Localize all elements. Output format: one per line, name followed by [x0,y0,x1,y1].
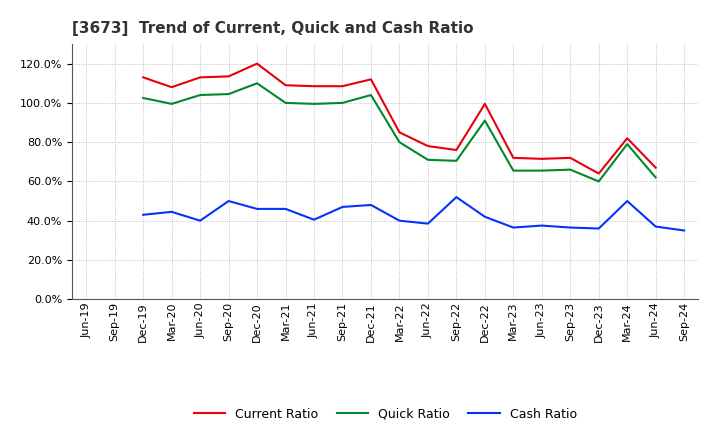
Cash Ratio [680,228,688,233]
Line: Current Ratio: Current Ratio [143,64,656,173]
Current Ratio [139,75,148,80]
Cash Ratio [566,225,575,230]
Current Ratio [310,84,318,89]
Current Ratio [509,155,518,161]
Quick Ratio [423,157,432,162]
Quick Ratio [366,92,375,98]
Current Ratio [338,84,347,89]
Quick Ratio [509,168,518,173]
Current Ratio [395,130,404,135]
Quick Ratio [338,100,347,106]
Cash Ratio [537,223,546,228]
Current Ratio [480,101,489,106]
Cash Ratio [452,194,461,200]
Quick Ratio [452,158,461,163]
Current Ratio [167,84,176,90]
Cash Ratio [167,209,176,214]
Cash Ratio [480,214,489,220]
Quick Ratio [253,81,261,86]
Current Ratio [623,136,631,141]
Current Ratio [366,77,375,82]
Current Ratio [282,83,290,88]
Cash Ratio [253,206,261,212]
Quick Ratio [537,168,546,173]
Cash Ratio [395,218,404,224]
Current Ratio [196,75,204,80]
Quick Ratio [139,95,148,101]
Current Ratio [566,155,575,161]
Cash Ratio [196,218,204,224]
Cash Ratio [282,206,290,212]
Legend: Current Ratio, Quick Ratio, Cash Ratio: Current Ratio, Quick Ratio, Cash Ratio [189,403,582,425]
Quick Ratio [225,92,233,97]
Quick Ratio [310,101,318,106]
Current Ratio [423,143,432,149]
Cash Ratio [225,198,233,204]
Current Ratio [225,74,233,79]
Line: Quick Ratio: Quick Ratio [143,83,656,181]
Quick Ratio [395,139,404,145]
Text: [3673]  Trend of Current, Quick and Cash Ratio: [3673] Trend of Current, Quick and Cash … [72,21,474,36]
Quick Ratio [566,167,575,172]
Cash Ratio [139,212,148,217]
Quick Ratio [595,179,603,184]
Cash Ratio [423,221,432,226]
Quick Ratio [480,118,489,123]
Quick Ratio [196,92,204,98]
Current Ratio [652,165,660,170]
Quick Ratio [623,142,631,147]
Quick Ratio [652,175,660,180]
Current Ratio [253,61,261,66]
Cash Ratio [595,226,603,231]
Cash Ratio [623,198,631,204]
Cash Ratio [509,225,518,230]
Current Ratio [537,156,546,161]
Cash Ratio [366,202,375,208]
Cash Ratio [652,224,660,229]
Current Ratio [595,171,603,176]
Line: Cash Ratio: Cash Ratio [143,197,684,231]
Cash Ratio [310,217,318,222]
Quick Ratio [167,101,176,106]
Current Ratio [452,147,461,153]
Quick Ratio [282,100,290,106]
Cash Ratio [338,204,347,209]
